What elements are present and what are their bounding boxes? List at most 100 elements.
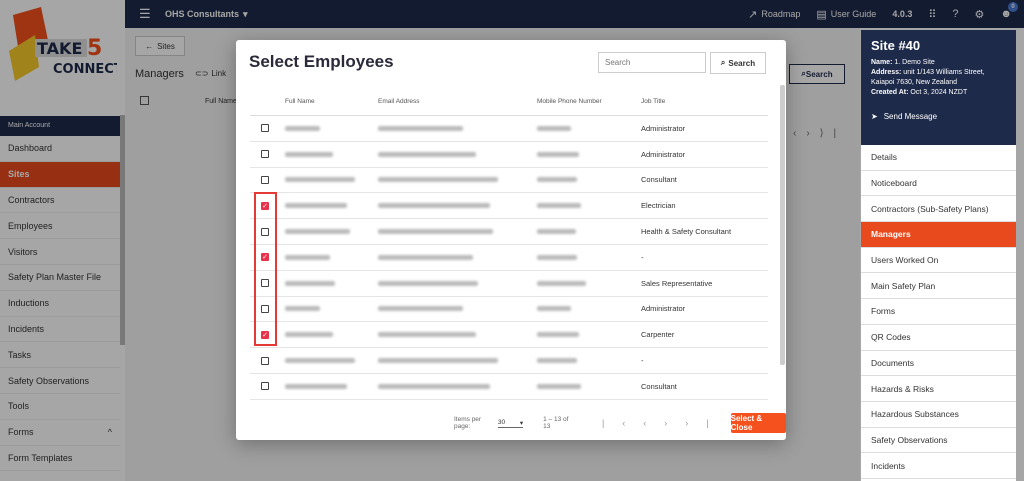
cell-mobile (537, 330, 641, 339)
user-guide-link[interactable]: ▤ User Guide (816, 8, 877, 21)
cell-mobile (537, 124, 641, 133)
table-row[interactable]: - (250, 348, 768, 374)
chevron-up-icon[interactable]: ^ (107, 427, 112, 438)
table-row[interactable]: ✓ Electrician (250, 193, 768, 220)
table-row[interactable]: Administrator (250, 142, 768, 168)
table-row[interactable]: Consultant (250, 168, 768, 194)
table-row[interactable]: Administrator (250, 116, 768, 142)
table-row[interactable]: ✓ - (250, 245, 768, 271)
sidebar-item-safety-plan-master-file[interactable]: Safety Plan Master File (0, 265, 120, 291)
back-to-sites-button[interactable]: ← Sites (135, 36, 185, 56)
link-button[interactable]: ⊂⊃ Link (195, 68, 227, 78)
notification-badge: 0 (1008, 2, 1018, 12)
table-row[interactable]: Health & Safety Consultant (250, 219, 768, 245)
row-checkbox[interactable]: ✓ (261, 201, 269, 210)
employee-search-button[interactable]: ⌕ Search (710, 52, 766, 74)
gear-icon[interactable]: ⚙ (974, 8, 985, 21)
site-menu-managers[interactable]: Managers (861, 222, 1016, 248)
table-row[interactable]: Administrator (250, 297, 768, 323)
site-menu-documents[interactable]: Documents (861, 351, 1016, 377)
cell-email (378, 124, 537, 133)
svg-text:5: 5 (87, 36, 102, 61)
dialog-title: Select Employees (249, 52, 394, 71)
row-checkbox[interactable]: ✓ (261, 330, 269, 339)
site-created: Created At: Oct 3, 2024 NZDT (871, 89, 968, 96)
sidebar-item-tasks[interactable]: Tasks (0, 342, 120, 369)
sidebar-item-contractors[interactable]: Contractors (0, 188, 120, 214)
sidebar-item-incidents[interactable]: Incidents (0, 317, 120, 343)
site-address: Address: unit 1/143 Williams Street, Kai… (871, 69, 985, 86)
cell-email (378, 201, 537, 210)
site-panel: Site #40 Name: 1. Demo Site Address: uni… (861, 30, 1016, 481)
cell-full-name (285, 279, 378, 288)
cell-mobile (537, 227, 641, 236)
pagination-controls[interactable]: ‹›⟩| (793, 128, 847, 139)
company-selector[interactable]: OHS Consultants ▾ (165, 8, 248, 20)
row-checkbox[interactable] (261, 382, 269, 391)
sidebar-item-dashboard[interactable]: Dashboard (0, 136, 120, 162)
sidebar: TAKE 5 CONNECT Main Account Dashboard Sit… (0, 0, 125, 481)
sidebar-item-visitors[interactable]: Visitors (0, 239, 120, 265)
row-checkbox[interactable] (261, 124, 269, 133)
cell-full-name (285, 227, 378, 236)
cell-mobile (537, 201, 641, 210)
row-checkbox[interactable] (261, 304, 269, 313)
roadmap-link[interactable]: ↗ Roadmap (748, 8, 801, 21)
apps-grid-icon[interactable]: ⠿ (928, 8, 937, 21)
row-checkbox[interactable] (261, 150, 269, 159)
notifications-icon[interactable]: ☻ 0 (1000, 2, 1018, 20)
dialog-footer: Items per page: 30 ▾ 1 – 13 of 13 |‹‹››| … (236, 408, 787, 438)
site-menu-users-worked-on[interactable]: Users Worked On (861, 248, 1016, 274)
managers-search-button[interactable]: ⌕ Search (789, 64, 845, 84)
highlight-box (254, 192, 277, 346)
cell-full-name (285, 253, 378, 262)
sidebar-item-inductions[interactable]: Inductions (0, 291, 120, 317)
cell-full-name (285, 201, 378, 210)
hamburger-menu-icon[interactable]: ☰ (139, 6, 151, 21)
sidebar-scrollbar[interactable] (120, 115, 125, 345)
send-icon: ➤ (871, 112, 878, 121)
employee-search-input[interactable] (598, 52, 706, 73)
site-menu-qr-codes[interactable]: QR Codes (861, 325, 1016, 351)
site-menu-hazards-risks[interactable]: Hazards & Risks (861, 376, 1016, 402)
sidebar-item-safety-observations[interactable]: Safety Observations (0, 368, 120, 394)
site-menu: Details Noticeboard Contractors (Sub-Safet… (861, 145, 1016, 479)
search-icon: ⌕ (720, 58, 726, 67)
site-menu-safety-observations[interactable]: Safety Observations (861, 428, 1016, 454)
dialog-scrollbar[interactable] (780, 85, 785, 365)
site-menu-details[interactable]: Details (861, 145, 1016, 171)
arrow-left-icon: ← (145, 41, 154, 51)
version-label: 4.0.3 (892, 9, 913, 19)
site-menu-noticeboard[interactable]: Noticeboard (861, 171, 1016, 197)
pagination-range: 1 – 13 of 13 (543, 416, 569, 430)
sidebar-item-employees[interactable]: Employees (0, 213, 120, 240)
table-row[interactable]: Consultant (250, 374, 768, 400)
sidebar-item-tools[interactable]: Tools (0, 394, 120, 420)
sidebar-item-forms[interactable]: Forms ^ (0, 420, 120, 446)
sidebar-item-sites[interactable]: Sites (0, 161, 120, 188)
cell-email (378, 175, 537, 184)
book-icon: ▤ (816, 8, 827, 21)
site-menu-hazardous-substances[interactable]: Hazardous Substances (861, 402, 1016, 428)
column-header-email: Email Address (378, 98, 420, 105)
select-all-checkbox[interactable] (140, 96, 149, 105)
items-per-page-select[interactable]: 30 ▾ (497, 418, 524, 428)
site-menu-incidents[interactable]: Incidents (861, 453, 1016, 479)
site-menu-contractors-sub-safety-plans-[interactable]: Contractors (Sub-Safety Plans) (861, 196, 1016, 223)
cell-full-name (285, 124, 378, 133)
send-message-button[interactable]: ➤ Send Message (871, 112, 938, 121)
help-icon[interactable]: ? (952, 8, 959, 20)
sidebar-item-form-templates[interactable]: Form Templates (0, 446, 120, 472)
row-checkbox[interactable] (261, 175, 269, 184)
table-row[interactable]: ✓ Carpenter (250, 322, 768, 349)
select-close-button[interactable]: Select & Close (730, 413, 787, 433)
row-checkbox[interactable] (261, 227, 269, 236)
cell-email (378, 382, 537, 391)
row-checkbox[interactable]: ✓ (261, 253, 269, 262)
pagination-nav[interactable]: |‹‹››| (601, 418, 727, 428)
site-menu-forms[interactable]: Forms (861, 299, 1016, 325)
table-row[interactable]: Sales Representative (250, 271, 768, 297)
row-checkbox[interactable] (261, 356, 269, 365)
site-menu-main-safety-plan[interactable]: Main Safety Plan (861, 273, 1016, 300)
row-checkbox[interactable] (261, 279, 269, 288)
